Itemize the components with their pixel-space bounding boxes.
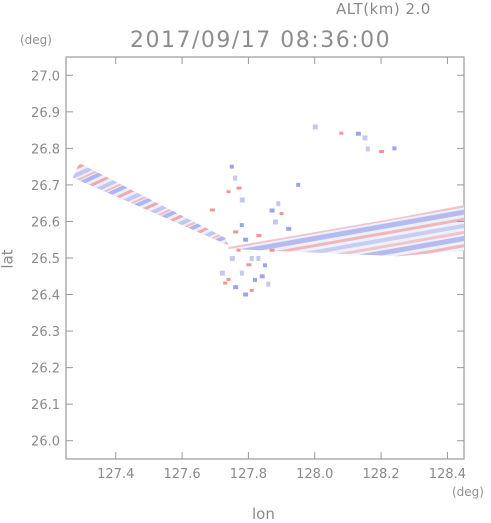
echo-point bbox=[312, 124, 318, 130]
echo-point bbox=[246, 263, 252, 267]
x-tick-label: 127.8 bbox=[230, 467, 267, 482]
echo-point bbox=[239, 223, 244, 228]
x-axis-label: lon bbox=[252, 505, 275, 523]
echo-point bbox=[229, 256, 235, 261]
echo-point bbox=[379, 150, 385, 153]
echo-point bbox=[256, 256, 261, 261]
echo-point bbox=[339, 131, 344, 135]
west-beam bbox=[72, 163, 229, 246]
echo-point bbox=[296, 182, 301, 187]
echo-point bbox=[362, 135, 368, 141]
echo-point bbox=[253, 277, 257, 282]
echo-point bbox=[259, 274, 265, 279]
echo-point bbox=[233, 285, 239, 290]
echo-point bbox=[266, 281, 271, 287]
echo-point bbox=[239, 197, 245, 203]
echo-point bbox=[249, 288, 254, 292]
y-tick-label: 26.1 bbox=[31, 398, 60, 413]
y-tick-label: 26.6 bbox=[31, 215, 60, 230]
y-tick-label: 26.9 bbox=[31, 106, 60, 121]
x-tick-label: 128.4 bbox=[429, 467, 466, 482]
echo-clutter bbox=[209, 124, 397, 297]
echo-point bbox=[236, 248, 241, 252]
plot-axes bbox=[65, 56, 465, 460]
y-tick-label: 27.0 bbox=[31, 69, 60, 84]
y-tick-label: 26.2 bbox=[31, 362, 60, 377]
altitude-label: ALT(km) 2.0 bbox=[336, 0, 431, 18]
y-tick-label: 26.4 bbox=[31, 289, 60, 304]
x-tick-label: 128.0 bbox=[296, 467, 333, 482]
echo-point bbox=[355, 131, 361, 136]
x-axis-unit: (deg) bbox=[452, 485, 484, 499]
plot-frame bbox=[65, 56, 465, 460]
echo-point bbox=[392, 146, 397, 151]
radar-beams bbox=[72, 163, 464, 257]
echo-point bbox=[229, 164, 234, 169]
y-tick-label: 26.8 bbox=[31, 142, 60, 157]
chart-timestamp-title: 2017/09/17 08:36:00 bbox=[130, 28, 392, 53]
y-tick-label: 26.7 bbox=[31, 179, 60, 194]
echo-point bbox=[243, 292, 249, 297]
y-axis-ticks: 26.0 26.1 26.2 26.3 26.4 26.5 26.6 26.7 26.8 26.9… bbox=[31, 69, 464, 450]
echo-point bbox=[365, 146, 370, 152]
echo-point bbox=[236, 186, 242, 190]
echo-point bbox=[226, 277, 231, 281]
echo-point bbox=[209, 208, 215, 212]
echo-point bbox=[243, 237, 249, 242]
echo-point bbox=[249, 256, 254, 261]
echo-point bbox=[269, 208, 275, 213]
x-tick-label: 127.4 bbox=[97, 467, 134, 482]
echo-point bbox=[239, 270, 244, 276]
echo-point bbox=[256, 234, 262, 238]
echo-point bbox=[223, 281, 228, 285]
echo-point bbox=[269, 248, 275, 252]
echo-point bbox=[263, 263, 267, 268]
y-tick-label: 26.5 bbox=[31, 252, 60, 267]
echo-point bbox=[233, 230, 239, 234]
y-axis-unit: (deg) bbox=[20, 33, 52, 47]
x-tick-label: 128.2 bbox=[362, 467, 399, 482]
echo-point bbox=[276, 201, 281, 207]
x-tick-label: 127.6 bbox=[163, 467, 200, 482]
echo-point bbox=[279, 212, 284, 216]
echo-point bbox=[226, 190, 231, 194]
echo-point bbox=[286, 226, 292, 231]
x-axis-ticks: 127.4 127.6 127.8 128.0 128.2 128.4 bbox=[97, 57, 466, 482]
east-beam bbox=[228, 205, 464, 257]
echo-point bbox=[219, 270, 225, 276]
echo-point bbox=[233, 175, 238, 181]
echo-point bbox=[273, 219, 278, 225]
y-tick-label: 26.3 bbox=[31, 325, 60, 340]
y-tick-label: 26.0 bbox=[31, 435, 60, 450]
